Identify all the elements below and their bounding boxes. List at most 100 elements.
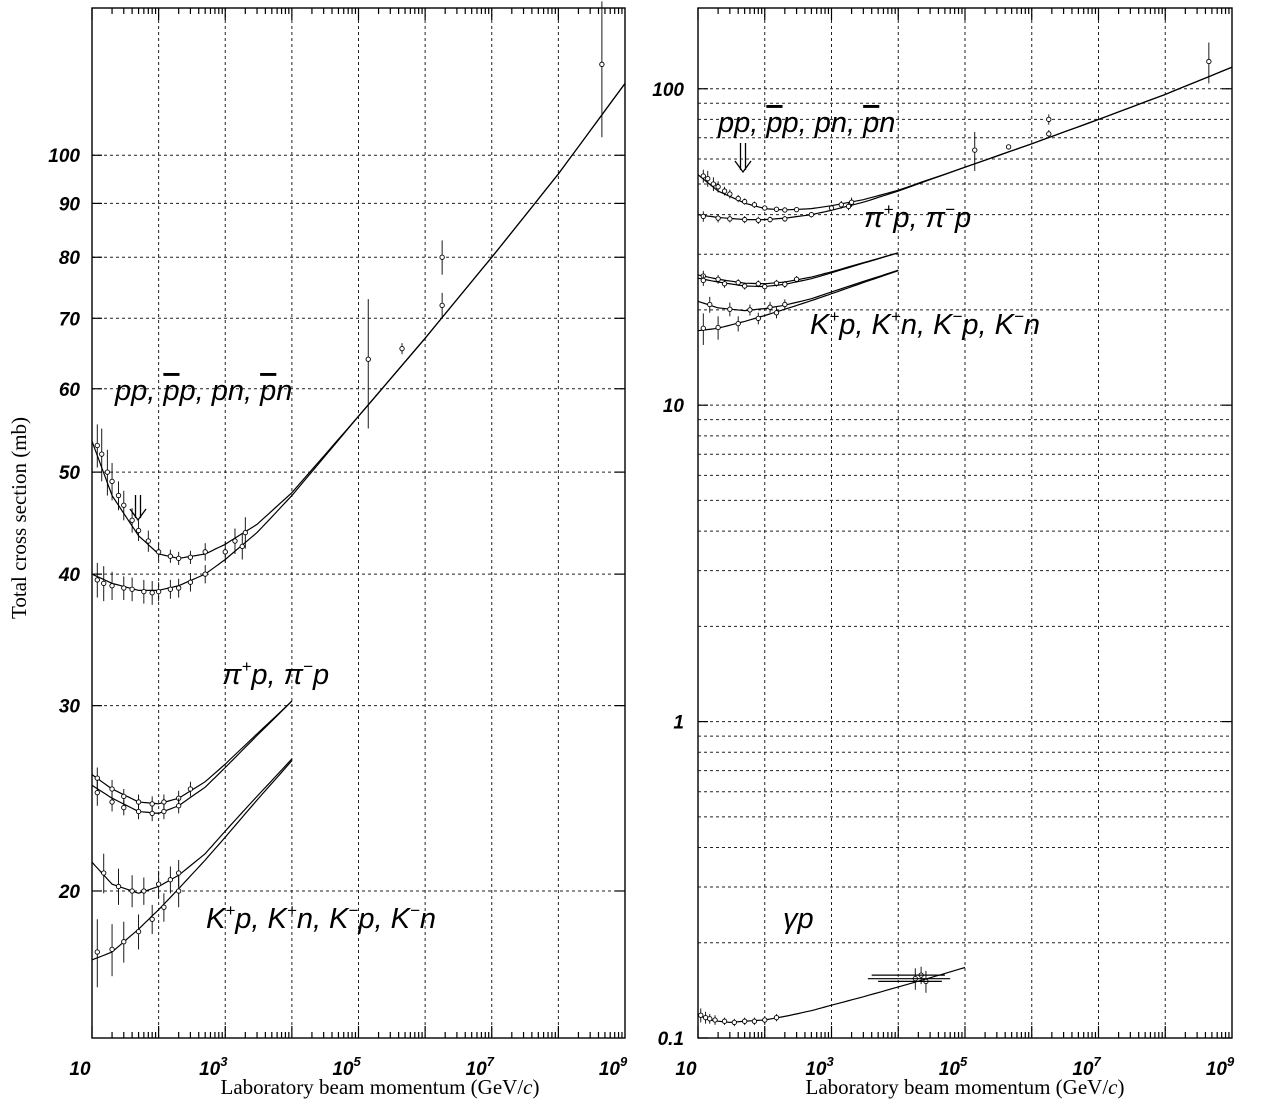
right-data-point <box>721 188 728 194</box>
right-x-axis-title: Laboratory beam momentum (GeV/c) <box>806 1075 1125 1099</box>
left-x-tick-label: 105 <box>332 1054 361 1080</box>
left-data-point <box>239 543 245 550</box>
left-data-point <box>94 775 100 781</box>
right-data-point <box>773 1014 780 1021</box>
right-annotation-pi: π+p, π−p <box>864 200 971 234</box>
right-data-point <box>698 1012 704 1018</box>
left-data-point <box>135 928 142 935</box>
left-data-point <box>149 916 155 922</box>
left-x-tick-label: 107 <box>466 1054 495 1080</box>
right-data-point <box>838 202 844 208</box>
left-data-point <box>222 549 228 555</box>
left-data-point <box>94 949 100 955</box>
right-data-point <box>848 199 855 205</box>
right-x-tick-label: 105 <box>939 1054 968 1080</box>
right-data-point <box>828 205 835 211</box>
right-data-point <box>782 301 788 308</box>
right-data-point <box>731 1019 737 1026</box>
right-data-point <box>755 315 761 322</box>
right-data-point <box>715 215 721 221</box>
left-annotation-pp: pp, pp, pn, pn <box>114 375 292 407</box>
left-data-point <box>176 585 182 591</box>
right-data-point <box>742 283 748 289</box>
left-double-arrow-icon <box>129 495 147 522</box>
right-data-point <box>762 283 768 290</box>
right-data-point <box>773 206 780 212</box>
right-data-point <box>751 202 758 208</box>
right-data-point <box>705 175 711 182</box>
left-data-point <box>167 553 174 559</box>
right-data-point <box>782 207 788 213</box>
right-x-tick-label: 10 <box>675 1059 697 1080</box>
right-data-point <box>782 281 788 287</box>
left-y-tick-label: 20 <box>58 882 81 903</box>
left-data-point <box>129 517 135 523</box>
left-data-point <box>135 527 142 534</box>
left-data-point <box>155 549 162 555</box>
right-y-tick-label: 0.1 <box>658 1029 684 1050</box>
right-annotation-K: K+p, K+n, K−p, K−n <box>810 307 1040 341</box>
left-data-point <box>176 803 182 809</box>
left-panel: 10 103 105 107 109 20 30 40 50 60 70 80 90 100 Laborat… <box>7 1 628 1099</box>
left-y-tick-label: 100 <box>48 146 80 167</box>
right-data-point <box>755 281 761 287</box>
left-data-point <box>399 346 405 352</box>
left-data-point <box>129 888 135 894</box>
left-data-point <box>109 946 115 953</box>
left-data-point <box>161 904 167 910</box>
right-data-point <box>747 307 753 313</box>
left-y-tick-label: 50 <box>59 463 81 484</box>
left-measurements <box>94 1 605 988</box>
left-data-point <box>129 586 135 592</box>
left-data-point <box>176 870 182 876</box>
left-data-point <box>149 590 155 596</box>
right-data-point <box>1046 116 1052 123</box>
left-data-point <box>121 793 127 800</box>
left-y-tick-label: 90 <box>59 194 81 215</box>
left-data-point <box>135 808 142 815</box>
left-y-tick-label: 40 <box>58 565 81 586</box>
right-data-point <box>773 280 780 286</box>
right-data-point <box>700 213 706 220</box>
right-y-tick-label: 1 <box>673 713 684 734</box>
right-data-point <box>721 1018 728 1024</box>
right-x-tick-label: 107 <box>1072 1054 1101 1080</box>
left-plot-frame <box>91 7 626 1039</box>
left-x-tick-label: 109 <box>599 1054 628 1080</box>
right-data-point <box>707 1016 713 1022</box>
left-x-axis-title: Laboratory beam momentum (GeV/c) <box>221 1075 540 1099</box>
right-double-arrow-icon <box>734 143 752 174</box>
right-data-point <box>707 301 713 308</box>
right-data-point <box>715 276 721 282</box>
left-data-point <box>365 356 371 362</box>
left-data-point <box>121 939 127 945</box>
right-data-point <box>762 1017 768 1023</box>
left-x-tick-label: 103 <box>199 1054 228 1080</box>
right-data-point <box>742 198 748 205</box>
right-data-point <box>715 184 721 190</box>
left-data-point <box>94 790 100 796</box>
right-data-point <box>700 325 706 331</box>
left-curve-K-4 <box>91 758 293 894</box>
left-data-point <box>161 808 167 815</box>
right-data-point <box>735 195 741 202</box>
left-data-point <box>439 254 445 260</box>
right-data-point <box>727 306 733 312</box>
right-measurements <box>698 42 1212 1027</box>
right-data-point <box>793 206 800 213</box>
left-data-point <box>145 538 151 544</box>
right-data-point <box>721 281 728 287</box>
left-data-point <box>121 502 127 508</box>
left-gridlines <box>92 8 625 1038</box>
left-data-point <box>109 799 115 805</box>
left-data-point <box>187 579 194 585</box>
left-data-point <box>94 442 100 449</box>
left-data-point <box>115 492 122 499</box>
left-data-point <box>187 554 194 560</box>
left-y-tick-label: 80 <box>59 248 81 269</box>
right-data-point <box>700 277 706 284</box>
right-y-tick-label: 100 <box>652 80 684 101</box>
left-x-tick-label: 10 <box>69 1059 91 1080</box>
left-data-point <box>155 588 162 595</box>
left-data-point <box>202 549 208 555</box>
